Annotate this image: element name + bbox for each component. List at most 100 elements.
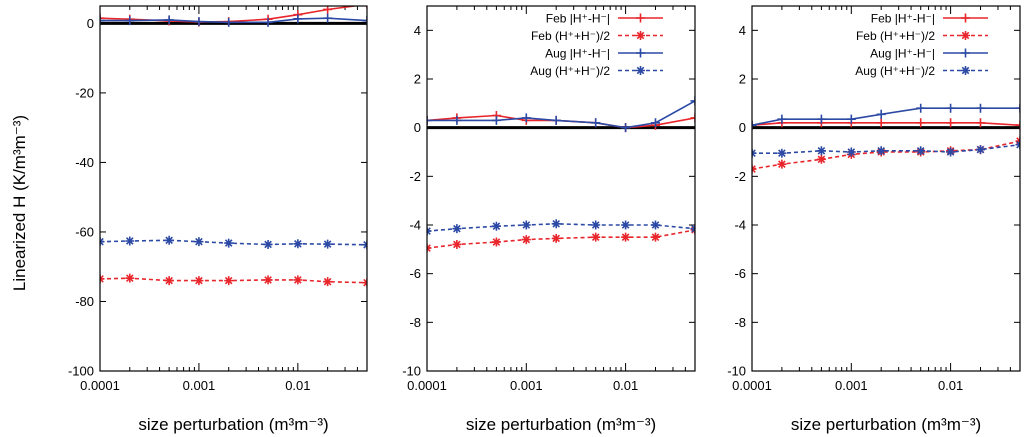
y-tick-label: -2 <box>734 169 746 184</box>
x-tick-label: 0.01 <box>938 378 963 393</box>
data-point <box>100 13 105 23</box>
y-tick-label: -8 <box>409 315 421 330</box>
data-point <box>100 16 105 26</box>
data-point <box>491 237 501 247</box>
data-point <box>521 113 531 123</box>
data-point <box>621 232 631 242</box>
y-tick-label: 0 <box>87 16 94 31</box>
data-point <box>551 233 561 243</box>
data-point <box>846 114 856 124</box>
data-point <box>816 154 826 164</box>
x-tick-label: 0.001 <box>183 378 216 393</box>
legend: Feb |H⁺-H⁻| Feb (H⁺+H⁻)/2 Aug |H⁺-H⁻| Aug (… <box>530 12 663 78</box>
data-point <box>263 17 273 27</box>
data-point <box>224 17 234 27</box>
legend-marker <box>636 48 645 58</box>
legend-marker <box>636 13 645 23</box>
data-point <box>690 113 695 123</box>
plot-frame <box>426 5 696 372</box>
data-point <box>650 232 660 242</box>
data-point <box>591 232 601 242</box>
y-tick-label: -60 <box>75 224 94 239</box>
y-tick-label: 2 <box>414 72 421 87</box>
legend-marker <box>636 66 645 75</box>
data-point <box>164 276 174 286</box>
legend-label: Feb |H⁺-H⁻| <box>546 12 610 26</box>
chart-panels: -100 -80 -60 -40 -2 0 0 0.0001 0.001 0.01 size per… <box>68 5 1021 434</box>
data-point <box>164 15 174 25</box>
data-point <box>650 220 660 230</box>
x-tick-label: 0.001 <box>510 378 543 393</box>
y-tick-label: 2 <box>739 72 746 87</box>
series-group <box>752 103 1020 174</box>
data-point <box>323 277 333 287</box>
data-point <box>362 16 367 26</box>
y-axis-title: Linearized H (K/m³m⁻³) <box>10 115 29 291</box>
x-tick-label: 0.01 <box>613 378 638 393</box>
data-point <box>650 118 660 128</box>
data-point <box>752 120 757 130</box>
data-point <box>816 114 826 124</box>
data-point <box>690 96 695 106</box>
panel-right: -10 -8 -6 -4 -2 0 2 4 0.0001 0.001 0.01 size pertur… <box>727 5 1021 434</box>
y-tick-label: -100 <box>68 364 94 379</box>
data-point <box>621 220 631 230</box>
data-point <box>194 276 204 286</box>
data-point <box>452 239 462 249</box>
data-point <box>621 123 631 133</box>
data-point <box>293 14 303 24</box>
x-axis-title: size perturbation (m³m⁻³) <box>138 415 328 434</box>
data-point <box>263 239 273 249</box>
data-point <box>975 118 985 128</box>
data-point <box>551 115 561 125</box>
plot-frame <box>99 5 368 372</box>
data-point <box>452 115 462 125</box>
y-tick-label: -2 <box>409 169 421 184</box>
legend-marker <box>961 13 970 23</box>
data-point <box>293 239 303 249</box>
data-point <box>777 114 787 124</box>
y-tick-label: -6 <box>409 266 421 281</box>
data-point <box>263 275 273 285</box>
legend-label: Aug (H⁺+H⁻)/2 <box>855 64 935 78</box>
data-point <box>125 236 135 246</box>
data-point <box>194 17 204 27</box>
data-point <box>946 118 956 128</box>
panel-middle: -10 -8 -6 -4 -2 0 2 4 0.0001 0.001 0.01 size pertur… <box>402 5 696 434</box>
data-point <box>846 147 856 157</box>
data-point <box>946 103 956 113</box>
data-point <box>975 103 985 113</box>
data-point <box>452 224 462 234</box>
x-tick-label: 0.0001 <box>732 378 772 393</box>
legend-marker <box>636 31 645 40</box>
y-tick-label: 0 <box>414 120 421 135</box>
data-point <box>521 220 531 230</box>
legend-marker <box>961 31 970 40</box>
data-point <box>916 146 926 156</box>
data-point <box>125 16 135 26</box>
y-tick-label: -40 <box>75 155 94 170</box>
x-tick-label: 0.0001 <box>407 378 447 393</box>
data-point <box>1015 120 1020 130</box>
data-point <box>777 148 787 158</box>
y-tick-label: 4 <box>739 23 746 38</box>
legend-label: Feb (H⁺+H⁻)/2 <box>531 29 610 43</box>
x-tick-label: 0.001 <box>835 378 868 393</box>
legend-label: Aug |H⁺-H⁻| <box>545 47 610 61</box>
data-point <box>194 237 204 247</box>
series-group <box>100 6 367 288</box>
data-point <box>946 147 956 157</box>
x-tick-label: 0.0001 <box>80 378 120 393</box>
data-point <box>975 145 985 155</box>
data-point <box>224 238 234 248</box>
legend-label: Aug (H⁺+H⁻)/2 <box>530 64 610 78</box>
plot-frame <box>751 5 1021 372</box>
legend-marker <box>961 66 970 75</box>
y-tick-label: -4 <box>734 218 746 233</box>
legend-label: Aug |H⁺-H⁻| <box>870 47 935 61</box>
y-tick-label: -80 <box>75 294 94 309</box>
panel-left: -100 -80 -60 -40 -20 0 0.0001 0.001 0.01 size per… <box>68 5 368 434</box>
data-point <box>427 115 432 125</box>
data-point <box>1015 103 1020 113</box>
